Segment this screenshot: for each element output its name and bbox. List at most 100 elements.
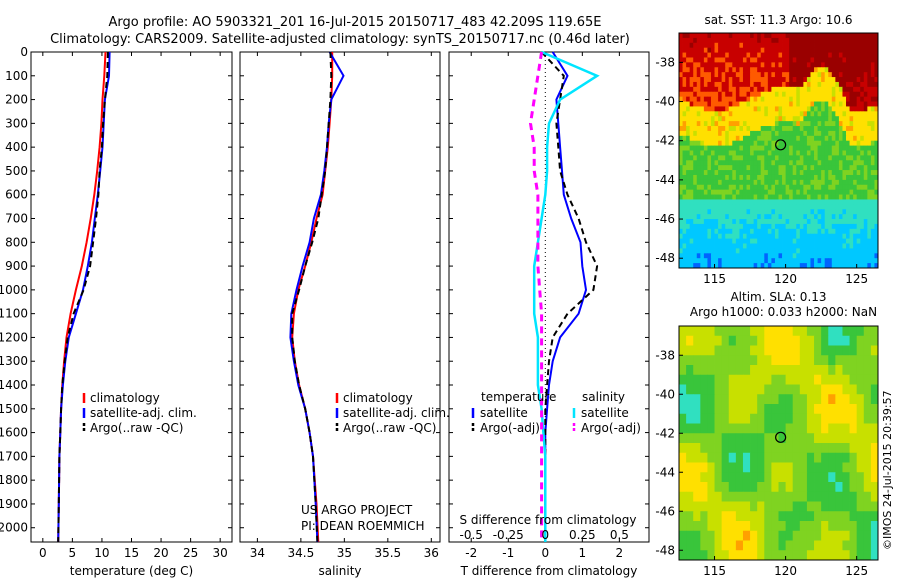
map-cell	[817, 57, 822, 63]
map-cell	[742, 413, 751, 424]
map-cell	[750, 238, 755, 244]
map-cell	[689, 194, 694, 200]
map-cell	[814, 443, 822, 454]
map-cell	[831, 135, 836, 142]
map-cell	[785, 228, 790, 235]
map-cell	[686, 204, 691, 210]
map-cell	[718, 72, 723, 78]
map-cell	[750, 472, 758, 483]
map-cell	[870, 165, 875, 171]
map-cell	[689, 47, 694, 53]
map-cell	[739, 233, 744, 240]
map-cell	[817, 52, 822, 58]
map-cell	[789, 130, 794, 137]
map-cell	[767, 219, 772, 225]
map-cell	[849, 81, 854, 88]
map-cell	[750, 52, 755, 58]
map-cell	[718, 47, 723, 53]
map-cell	[796, 184, 801, 191]
map-cell	[771, 491, 779, 502]
map-cell	[863, 345, 872, 356]
map-cell	[700, 194, 705, 200]
depth-tick-label: 1600	[0, 426, 28, 440]
map-cell	[831, 160, 836, 166]
map-cell	[849, 140, 854, 147]
map-cell	[707, 345, 715, 356]
map-cell	[753, 52, 758, 58]
map-cell	[714, 462, 723, 473]
map-cell	[774, 42, 779, 49]
map-cell	[728, 116, 733, 122]
map-cell	[757, 126, 762, 132]
map-cell	[725, 33, 730, 39]
map-cell	[806, 189, 811, 195]
map-cell	[742, 248, 747, 254]
map-cell	[689, 130, 694, 137]
map-cell	[710, 62, 715, 68]
map-cell	[771, 263, 776, 269]
map-cell	[778, 472, 787, 483]
map-cell	[689, 233, 694, 240]
map-cell	[810, 243, 815, 249]
map-cell	[732, 263, 737, 269]
map-cell	[782, 62, 786, 68]
map-cell	[746, 91, 751, 98]
map-cell	[821, 521, 829, 532]
map-cell	[725, 57, 730, 63]
map-cell	[700, 62, 705, 68]
map-cell	[735, 86, 740, 93]
map-cell	[764, 233, 769, 240]
map-cell	[735, 243, 740, 249]
map-cell	[870, 67, 875, 73]
map-cell	[679, 540, 687, 551]
map-cell	[782, 37, 786, 44]
map-cell	[714, 91, 719, 98]
map-cell	[679, 253, 683, 259]
map-cell	[725, 160, 730, 166]
map-cell	[689, 57, 694, 63]
series-line-2	[532, 50, 600, 542]
map-cell	[714, 174, 719, 181]
map-cell	[796, 130, 801, 137]
map-cell	[867, 248, 872, 254]
map-cell	[703, 160, 708, 166]
map-cell	[693, 540, 701, 551]
map-cell	[842, 47, 847, 53]
map-cell	[703, 170, 708, 176]
map-cell	[750, 423, 758, 434]
map-cell	[696, 160, 701, 166]
map-cell	[792, 345, 801, 356]
map-cell	[867, 101, 872, 107]
map-cell	[739, 150, 744, 156]
map-cell	[693, 170, 698, 176]
map-cell	[732, 189, 737, 195]
map-cell	[714, 126, 719, 132]
map-cell	[746, 52, 751, 58]
map-cell	[689, 253, 694, 259]
map-cell	[742, 482, 751, 493]
map-cell	[774, 184, 779, 191]
map-cell	[824, 106, 829, 112]
map-cell	[860, 62, 865, 68]
map-cell	[838, 111, 843, 117]
map-cell	[796, 77, 801, 83]
map-cell	[682, 106, 687, 112]
map-cell	[849, 228, 854, 235]
map-cell	[732, 81, 737, 88]
map-cell	[767, 91, 772, 98]
map-cell	[760, 62, 765, 68]
map-cell	[831, 86, 836, 93]
map-cell	[728, 106, 733, 112]
map-cell	[792, 214, 797, 220]
map-cell	[814, 101, 818, 107]
map-cell	[739, 86, 744, 93]
map-cell	[806, 263, 811, 269]
map-cell	[799, 62, 804, 68]
map-cell	[753, 101, 758, 107]
map-cell	[828, 116, 833, 122]
map-cell	[785, 209, 790, 215]
map-cell	[700, 219, 705, 225]
map-cell	[874, 106, 879, 112]
map-cell	[870, 511, 879, 522]
map-cell	[696, 101, 701, 107]
